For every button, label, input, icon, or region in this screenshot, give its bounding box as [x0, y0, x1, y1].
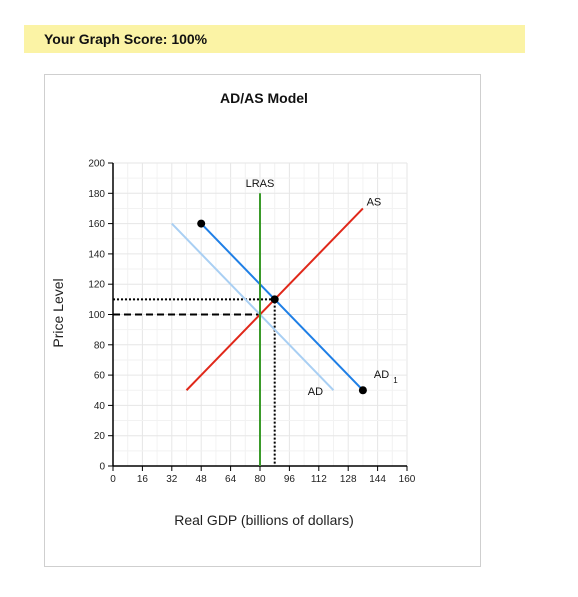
lras-label: LRAS	[246, 178, 275, 190]
y-tick-label: 200	[88, 159, 105, 170]
x-tick-label: 64	[225, 474, 237, 485]
curve-point	[197, 219, 206, 228]
x-tick-label: 16	[137, 474, 149, 485]
ad-as-chart: AD/AS Model 0 16 32 48 64 80 96 112 128 144 160020…	[50, 90, 416, 528]
x-tick-label: 0	[110, 474, 116, 485]
curve-point	[358, 386, 367, 395]
x-tick-label: 160	[399, 474, 416, 485]
chart-title: AD/AS Model	[220, 90, 308, 106]
x-tick-label: 96	[284, 474, 296, 485]
y-tick-label: 40	[94, 401, 106, 412]
y-tick-label: 180	[88, 189, 105, 200]
graph-score-banner: Your Graph Score: 100%	[24, 25, 525, 53]
y-tick-label: 140	[88, 249, 105, 260]
y-tick-label: 100	[88, 310, 105, 321]
x-tick-label: 144	[369, 474, 386, 485]
y-axis-label: Price Level	[50, 278, 66, 347]
y-tick-label: 0	[99, 462, 105, 473]
y-tick-label: 120	[88, 280, 105, 291]
x-axis-label: Real GDP (billions of dollars)	[174, 512, 353, 528]
x-tick-label: 32	[166, 474, 178, 485]
graph-score-text: Your Graph Score: 100%	[44, 31, 208, 47]
y-tick-label: 160	[88, 219, 105, 230]
x-tick-label: 48	[196, 474, 208, 485]
ad-curve	[171, 222, 335, 391]
y-tick-label: 60	[94, 371, 106, 382]
as-label: AS	[367, 196, 382, 208]
curve-point	[270, 295, 279, 304]
ad1-subscript: 1	[393, 376, 398, 385]
y-tick-label: 20	[94, 431, 106, 442]
points	[197, 219, 367, 395]
x-tick-label: 128	[340, 474, 357, 485]
ad-label: AD	[308, 386, 323, 398]
curves	[171, 193, 364, 466]
y-tick-label: 80	[94, 340, 106, 351]
ad1-curve	[200, 222, 364, 391]
x-tick-label: 112	[311, 474, 327, 485]
graph-panel: AD/AS Model 0 16 32 48 64 80 96 112 128 144 160 0 20…	[44, 74, 481, 567]
axes: 0 16 32 48 64 80 96 112 128 144 160020406080100120…	[88, 159, 415, 486]
x-tick-label: 80	[254, 474, 266, 485]
